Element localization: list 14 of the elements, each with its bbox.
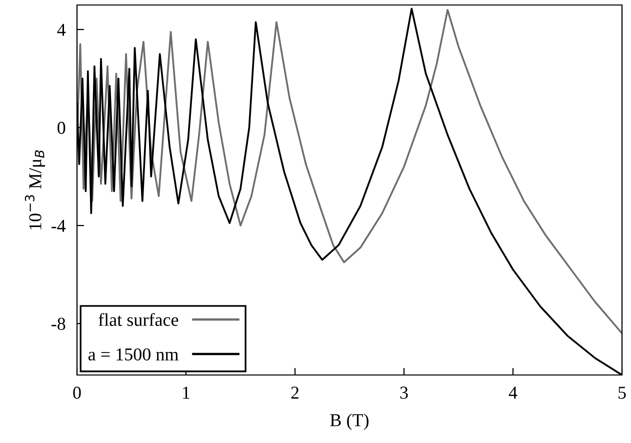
x-tick-label: 1 bbox=[183, 386, 190, 399]
x-axis-title: B (T) bbox=[330, 414, 369, 430]
x-tick-label: 0 bbox=[73, 386, 81, 399]
legend-label: flat surface bbox=[98, 313, 178, 326]
y-tick-label: -8 bbox=[52, 318, 66, 330]
x-tick-label: 2 bbox=[291, 386, 299, 399]
x-tick-label: 4 bbox=[508, 386, 518, 399]
y-axis-title: 10$^{−3}$ M/μ$_{B}$ bbox=[24, 150, 46, 230]
y-tick-label: 4 bbox=[57, 24, 66, 36]
y-tick-label: -4 bbox=[52, 220, 66, 232]
y-tick-label: 0 bbox=[58, 122, 66, 134]
legend-label: a = 1500 nm bbox=[88, 348, 178, 360]
x-tick-label: 3 bbox=[400, 386, 408, 399]
x-tick-label: 5 bbox=[618, 386, 626, 399]
